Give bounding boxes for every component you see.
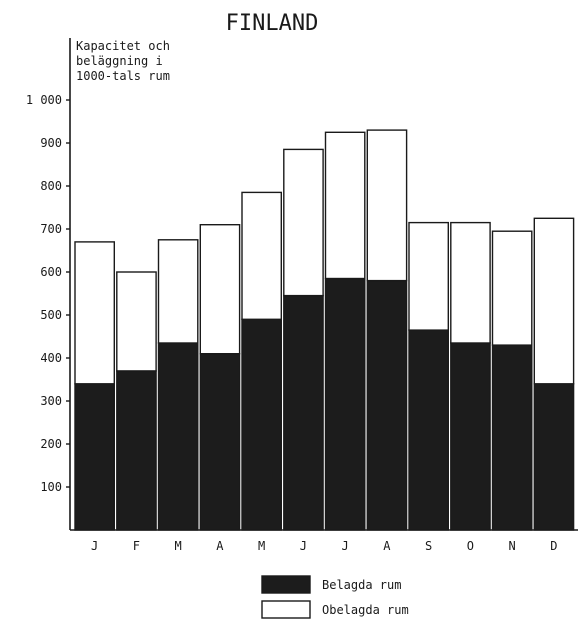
y-axis-label-line-1: Kapacitet och (76, 39, 170, 53)
bar-belagda-6 (283, 294, 324, 531)
x-tick-label: S (425, 539, 432, 553)
x-tick-label: D (550, 539, 557, 553)
bar-obelagda-10 (450, 221, 491, 344)
bar-belagda-12 (533, 383, 575, 531)
bar-obelagda-7 (324, 131, 366, 280)
y-tick-label: 1 000 (26, 93, 62, 107)
x-tick-label: F (133, 539, 140, 553)
x-tick-label: N (508, 539, 515, 553)
bar-belagda-11 (491, 344, 533, 531)
bar-obelagda-4 (199, 223, 241, 355)
chart-title: FINLAND (226, 11, 319, 36)
bar-obelagda-5 (241, 191, 282, 320)
bar-obelagda-1 (74, 241, 115, 385)
x-tick-label: A (383, 539, 391, 553)
x-tick-label: O (467, 539, 474, 553)
bar-belagda-8 (366, 279, 408, 531)
y-tick-label: 400 (40, 351, 62, 365)
y-axis-ticks: 100 200 300 400 500 600 700 800 900 1 000 (26, 93, 70, 494)
bar-belagda-9 (408, 329, 449, 531)
bar-belagda-3 (157, 342, 199, 531)
legend-swatch-belagda (261, 575, 311, 594)
y-tick-label: 600 (40, 265, 62, 279)
y-tick-label: 100 (40, 480, 62, 494)
x-tick-label: M (258, 539, 265, 553)
y-tick-label: 900 (40, 136, 62, 150)
bar-belagda-10 (450, 342, 491, 531)
x-tick-label: A (216, 539, 224, 553)
bar-obelagda-11 (491, 230, 533, 346)
bar-belagda-1 (74, 383, 115, 531)
bar-obelagda-2 (116, 271, 157, 372)
legend-label-belagda: Belagda rum (322, 578, 401, 592)
y-tick-label: 500 (40, 308, 62, 322)
bar-series-group (74, 129, 575, 531)
bar-belagda-4 (199, 353, 241, 531)
y-axis-label-line-3: 1000-tals rum (76, 69, 170, 83)
y-tick-label: 700 (40, 222, 62, 236)
bar-obelagda-12 (533, 217, 575, 385)
bar-obelagda-3 (157, 239, 199, 344)
bar-belagda-7 (324, 277, 366, 531)
y-tick-label: 300 (40, 394, 62, 408)
y-axis-label-line-2: beläggning i (76, 54, 163, 68)
y-tick-label: 200 (40, 437, 62, 451)
x-tick-label: J (91, 539, 98, 553)
x-tick-label: J (341, 539, 348, 553)
legend: Belagda rum Obelagda rum (261, 575, 409, 619)
bar-belagda-5 (241, 318, 282, 531)
bar-obelagda-8 (366, 129, 408, 282)
bar-obelagda-9 (408, 221, 449, 331)
legend-label-obelagda: Obelagda rum (322, 603, 409, 617)
bar-obelagda-6 (283, 148, 324, 297)
y-tick-label: 800 (40, 179, 62, 193)
x-tick-label: J (300, 539, 307, 553)
legend-swatch-obelagda (261, 600, 311, 619)
bar-belagda-2 (116, 370, 157, 531)
x-tick-label: M (174, 539, 181, 553)
